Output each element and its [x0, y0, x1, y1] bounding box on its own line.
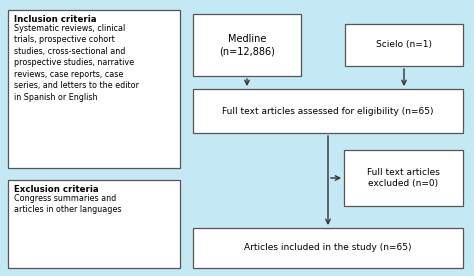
- Bar: [193, 89, 463, 133]
- Text: Full text articles assessed for eligibility (n=65): Full text articles assessed for eligibil…: [222, 107, 434, 115]
- Bar: [8, 180, 180, 268]
- Text: Medline
(n=12,886): Medline (n=12,886): [219, 34, 275, 56]
- Bar: [8, 10, 180, 168]
- Text: Scielo (n=1): Scielo (n=1): [376, 41, 432, 49]
- Text: Inclusion criteria: Inclusion criteria: [14, 15, 97, 24]
- Bar: [193, 14, 301, 76]
- Bar: [345, 24, 463, 66]
- Text: Articles included in the study (n=65): Articles included in the study (n=65): [244, 243, 412, 253]
- Text: Systematic reviews, clinical
trials, prospective cohort
studies, cross-sectional: Systematic reviews, clinical trials, pro…: [14, 24, 139, 102]
- Text: Congress summaries and
articles in other languages: Congress summaries and articles in other…: [14, 194, 121, 214]
- Text: Exclusion criteria: Exclusion criteria: [14, 185, 99, 194]
- Bar: [193, 228, 463, 268]
- Bar: [344, 150, 463, 206]
- Text: Full text articles
excluded (n=0): Full text articles excluded (n=0): [367, 168, 440, 188]
